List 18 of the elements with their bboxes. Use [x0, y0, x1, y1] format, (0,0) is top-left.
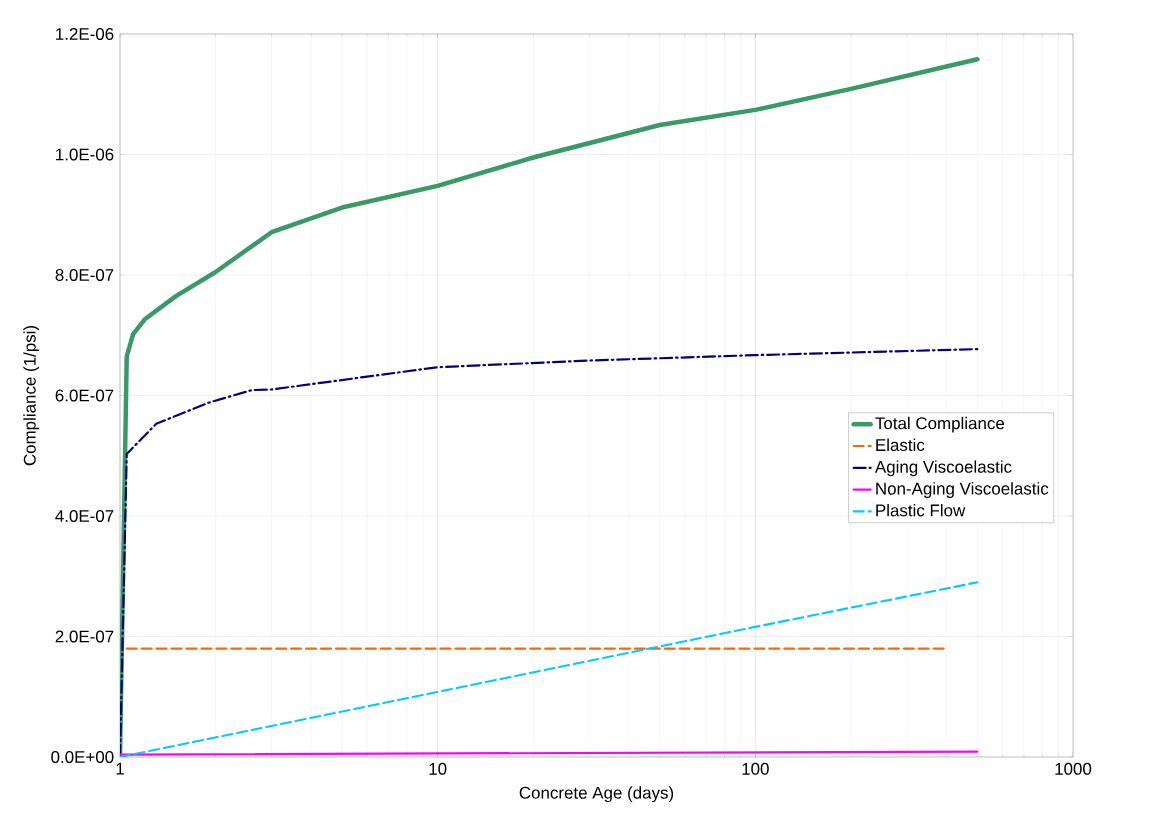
x-tick-label: 10	[429, 762, 447, 775]
legend-label: Elastic	[876, 438, 925, 452]
x-tick-label: 100	[742, 762, 769, 775]
x-tick-label: 1000	[1055, 762, 1092, 775]
y-tick-label: 6.0E-07	[55, 389, 114, 402]
x-axis-title: Concrete Age (days)	[519, 786, 674, 803]
y-tick-label: 8.0E-07	[55, 269, 114, 281]
y-tick-label: 2.0E-07	[55, 630, 114, 643]
legend-label: Non-Aging Viscoelastic	[876, 482, 1049, 498]
x-tick-label: 1	[116, 762, 124, 775]
y-tick-label: 1.2E-06	[56, 27, 114, 40]
legend-label: Total Compliance	[875, 416, 1005, 433]
y-tick-label: 0.0E+00	[51, 751, 114, 763]
legend-label: Aging Viscoelastic	[874, 460, 1012, 477]
y-tick-label: 1.0E-06	[56, 148, 114, 161]
y-tick-label: 4.0E-07	[55, 510, 114, 522]
y-axis-title: Compliance (1/psi)	[23, 325, 40, 466]
legend-label: Plastic Flow	[876, 503, 966, 517]
